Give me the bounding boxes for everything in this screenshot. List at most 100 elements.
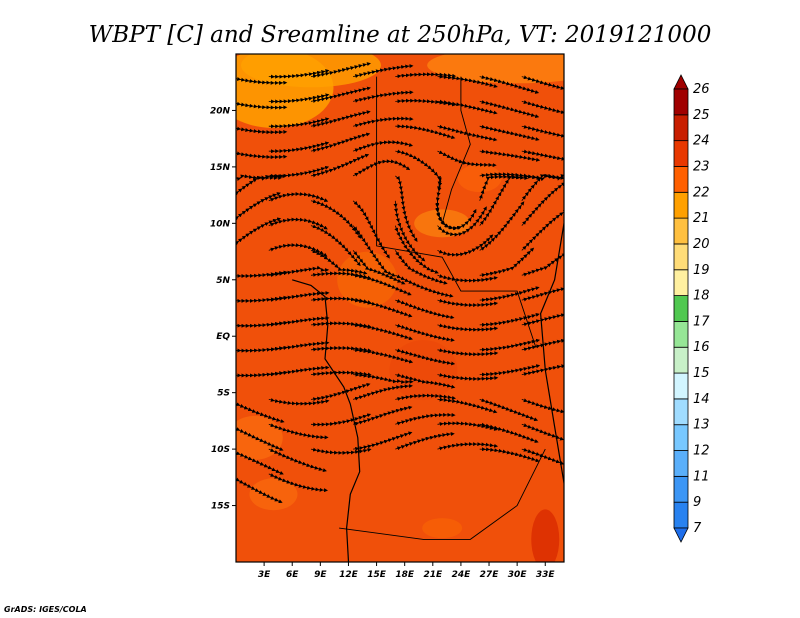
streamline [352,405,413,426]
streamline [268,291,330,302]
colorbar-swatch [673,346,689,374]
streamline [521,310,564,327]
colorbar-swatch [673,166,689,193]
colorbar-swatch [673,269,689,296]
streamline [236,217,282,251]
colorbar-label: 7 [693,521,702,536]
streamline [395,393,456,401]
streamline [352,384,413,401]
colorbar-swatch [673,398,689,426]
colorbar-label: 14 [693,392,710,407]
colorbar-swatch [673,450,689,477]
streamlines [236,62,564,504]
x-tick-label: 33E [536,570,556,580]
credit-text: GrADS: IGES/COLA [4,605,87,614]
y-tick-label: 20N [210,106,231,116]
streamline [437,442,499,451]
streamline [268,365,330,377]
field-patch [457,164,502,193]
streamline [268,340,330,352]
colorbar-label: 9 [693,495,701,510]
x-tick-label: 15E [367,570,387,580]
streamline [395,431,455,451]
colorbar-label: 23 [693,159,710,174]
streamline [353,90,414,103]
streamline [310,132,371,153]
streamline [236,175,283,201]
colorbar-label: 26 [693,82,710,97]
y-tick-label: 10S [211,445,230,455]
streamline [437,348,499,357]
streamline [268,448,327,473]
streamline [521,398,564,417]
colorbar-swatch [673,88,689,116]
streamline [268,398,330,406]
map-frame [235,53,565,563]
colorbar-label: 24 [693,134,710,149]
y-tick-label: 15S [211,502,230,512]
streamline [521,447,564,471]
streamline [521,283,564,302]
streamline [353,64,414,79]
colorbar-label: 12 [693,444,710,459]
x-axis: 3E 6E 9E 12E 15E 18E 21E 24E 27E 30E 33E [258,562,556,580]
streamline [236,473,283,504]
east-border [539,219,564,489]
streamline [521,124,564,141]
colorbar-label: 15 [693,366,710,381]
streamline [268,316,330,327]
streamline [521,207,564,251]
streamline [395,274,454,298]
streamline [437,323,499,332]
colorbar-swatch [673,295,689,322]
field-patch [389,340,458,401]
colorbar-label: 17 [693,314,710,329]
colorbar-label: 16 [693,340,710,355]
colorbar: 7 9 11 12 13 14 15 16 17 18 19 20 21 22 23 24 25 26 [673,74,710,543]
streamline [268,473,328,493]
streamline [437,373,499,381]
streamline [268,265,330,278]
streamline [352,159,411,177]
chart-title: WBPT [C] and Sreamline at 250hPa, VT: 20… [89,22,712,48]
streamline [395,299,455,320]
colorbar-label: 18 [693,289,710,304]
streamline [395,412,456,426]
y-tick-label: 5S [217,389,230,399]
x-tick-label: 24E [452,570,472,580]
streamline [521,423,564,446]
colorbar-label: 21 [693,211,710,226]
colorbar-max-arrow [673,74,689,90]
streamline [395,323,455,342]
colorbar-swatch [673,191,689,219]
colorbar-swatch [673,475,689,503]
colorbar-swatch [673,372,689,400]
y-tick-label: 15N [210,163,231,173]
x-tick-label: 9E [314,570,327,580]
colorbar-swatch [673,424,689,451]
country-border [441,76,471,224]
field-patch [422,518,463,539]
colorbar-label: 19 [693,263,710,278]
field-patch [531,509,560,562]
streamline [521,247,564,277]
x-tick-label: 12E [339,570,359,580]
x-tick-label: 3E [258,570,271,580]
streamline [236,192,281,226]
colorbar-swatch [673,140,689,167]
streamline [395,348,456,366]
colorbar-label: 22 [693,185,710,200]
x-tick-label: 27E [480,570,500,580]
x-tick-label: 30E [508,570,528,580]
colorbar-label: 20 [693,237,710,252]
colorbar-swatch [673,243,689,271]
streamline [479,201,525,251]
colorbar-swatch [673,321,689,348]
west-coastline [292,279,361,562]
streamline [236,423,284,451]
field-patch [337,251,398,308]
streamline [521,100,564,118]
streamline [310,447,372,455]
field-patch [240,54,381,88]
